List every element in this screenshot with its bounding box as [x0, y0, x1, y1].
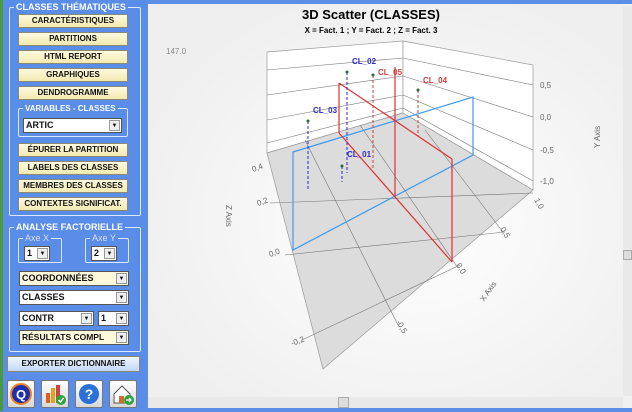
home-exit-icon[interactable] — [109, 380, 137, 408]
svg-text:Q: Q — [16, 387, 26, 402]
chevron-down-icon: ▼ — [104, 248, 115, 259]
point-label: CL_04 — [423, 76, 448, 85]
coordonnees-select[interactable]: COORDONNÉES ▼ — [19, 271, 129, 286]
y-tick: 0,5 — [540, 81, 552, 90]
axe-y-select[interactable]: 2 ▼ — [91, 246, 117, 261]
membres-classes-button[interactable]: MEMBRES DES CLASSES — [18, 179, 128, 193]
point-label: CL_03 — [313, 106, 338, 115]
axe-y-label: Axe Y — [92, 233, 116, 243]
svg-text:?: ? — [85, 386, 94, 402]
red-plane — [338, 67, 453, 263]
axe-x-select[interactable]: 1 ▼ — [24, 246, 50, 261]
chevron-down-icon: ▼ — [116, 332, 127, 343]
z-tick: 0,4 — [251, 161, 265, 173]
html-report-button[interactable]: HTML REPORT — [18, 50, 128, 64]
resultats-value: RÉSULTATS COMPL — [22, 332, 105, 342]
dendrogramme-button[interactable]: DENDROGRAMME — [18, 86, 128, 100]
axe-x-value: 1 — [27, 248, 33, 258]
axe-y-group: Axe Y — [85, 233, 129, 263]
analyse-group-title: ANALYSE FACTORIELLE — [16, 222, 124, 232]
resultats-select[interactable]: RÉSULTATS COMPL ▼ — [19, 330, 129, 345]
point-label: CL_05 — [378, 68, 403, 77]
z-tick: 0,0 — [268, 246, 282, 258]
contr-number-select[interactable]: 1 ▼ — [98, 311, 129, 326]
contr-value: CONTR — [22, 313, 54, 323]
vertical-scrollbar[interactable] — [623, 6, 632, 396]
data-point — [306, 119, 310, 123]
variable-select[interactable]: ARTIC ▼ — [23, 118, 122, 133]
point-label: CL_02 — [352, 57, 377, 66]
classes-value: CLASSES — [22, 292, 65, 302]
epurer-partition-button[interactable]: ÉPURER LA PARTITION — [18, 143, 128, 157]
z-tick: 0,2 — [256, 195, 270, 207]
chevron-down-icon: ▼ — [37, 248, 48, 259]
coordonnees-value: COORDONNÉES — [22, 273, 94, 283]
variables-group-title: VARIABLES - CLASSES — [25, 104, 116, 113]
y-tick: 0,0 — [540, 113, 552, 122]
chevron-down-icon: ▼ — [109, 120, 120, 131]
left-panel: CLASSES THÉMATIQUES CARACTÉRISTIQUES PAR… — [0, 0, 146, 411]
help-icon[interactable]: ? — [75, 380, 103, 408]
chevron-down-icon: ▼ — [116, 313, 127, 324]
horizontal-scroll-thumb[interactable] — [338, 397, 349, 408]
horizontal-scrollbar[interactable] — [148, 397, 623, 408]
exporter-dictionnaire-button[interactable]: EXPORTER DICTIONNAIRE — [7, 356, 140, 372]
classes-group-title: CLASSES THÉMATIQUES — [16, 2, 126, 12]
data-point — [371, 73, 375, 77]
variables-group: VARIABLES - CLASSES — [18, 104, 128, 137]
z-axis-label: Z Axis — [224, 205, 233, 227]
chart-title: 3D Scatter (CLASSES) — [302, 7, 440, 22]
chevron-down-icon: ▼ — [116, 292, 127, 303]
floor — [266, 112, 534, 370]
chevron-down-icon: ▼ — [81, 313, 92, 324]
contr-select[interactable]: CONTR ▼ — [19, 311, 94, 326]
axe-x-group: Axe X — [18, 233, 62, 263]
chart-subtitle: X = Fact. 1 ; Y = Fact. 2 ; Z = Fact. 3 — [305, 26, 438, 35]
scatter-3d-chart: 3D Scatter (CLASSES) X = Fact. 1 ; Y = F… — [148, 4, 623, 397]
gridlines — [266, 57, 534, 341]
q-logo-icon[interactable]: Q — [7, 380, 35, 408]
labels-classes-button[interactable]: LABELS DES CLASSES — [18, 161, 128, 175]
chevron-down-icon: ▼ — [116, 273, 127, 284]
axe-y-value: 2 — [94, 248, 100, 258]
variable-select-value: ARTIC — [26, 120, 54, 130]
chart-panel: 3D Scatter (CLASSES) X = Fact. 1 ; Y = F… — [148, 4, 632, 408]
contr-number-value: 1 — [101, 313, 107, 323]
data-point — [345, 70, 349, 74]
corner-value: 147.0 — [166, 47, 187, 56]
classes-select[interactable]: CLASSES ▼ — [19, 290, 129, 305]
axe-x-label: Axe X — [25, 233, 50, 243]
blue-plane — [292, 96, 474, 251]
data-point — [340, 164, 344, 168]
contextes-button[interactable]: CONTEXTES SIGNIFICAT. — [18, 197, 128, 211]
classes-group: CLASSES THÉMATIQUES — [9, 2, 141, 216]
vertical-scroll-thumb[interactable] — [623, 250, 632, 260]
y-axis-label: Y Axis — [593, 126, 602, 148]
y-tick: -1,0 — [540, 177, 554, 186]
chart-check-icon[interactable] — [41, 380, 69, 408]
data-point — [416, 88, 420, 92]
y-tick: -0,5 — [540, 146, 554, 155]
graphiques-button[interactable]: GRAPHIQUES — [18, 68, 128, 82]
partitions-button[interactable]: PARTITIONS — [18, 32, 128, 46]
caracteristiques-button[interactable]: CARACTÉRISTIQUES — [18, 14, 128, 28]
point-label: CL_01 — [347, 150, 372, 159]
analyse-group: ANALYSE FACTORIELLE — [9, 222, 141, 352]
